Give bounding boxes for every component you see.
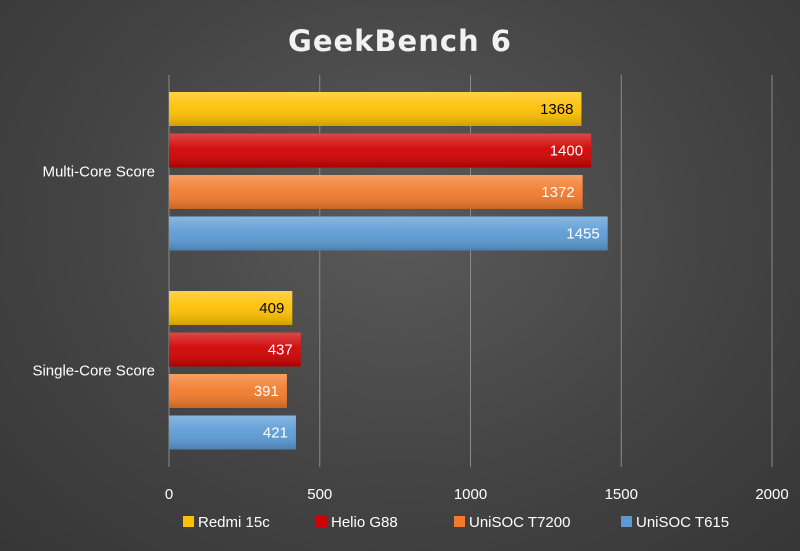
data-label: 437: [268, 342, 293, 359]
x-tick-label: 2000: [755, 486, 788, 503]
legend-label: UniSOC T615: [636, 514, 729, 531]
bar-shine: [169, 133, 592, 168]
legend-label: Helio G88: [331, 514, 398, 531]
category-label: Single-Core Score: [32, 362, 155, 379]
legend-swatch: [621, 516, 632, 527]
x-tick-label: 1000: [454, 486, 487, 503]
legend-label: UniSOC T7200: [469, 514, 570, 531]
x-tick-label: 0: [165, 486, 173, 503]
data-label: 1455: [566, 226, 599, 243]
data-label: 421: [263, 425, 288, 442]
legend-label: Redmi 15c: [198, 514, 270, 531]
chart-title: GeekBench 6: [288, 24, 512, 58]
legend-swatch: [454, 516, 465, 527]
bar-shine: [169, 216, 608, 251]
bar-shine: [169, 415, 296, 450]
data-label: 1400: [550, 143, 583, 160]
bar-shine: [169, 291, 293, 325]
data-label: 391: [254, 383, 279, 400]
bars: 1368 1400 1372 1455 409 437 391 421: [169, 92, 608, 450]
bar-shine: [169, 332, 301, 367]
category-label: Multi-Core Score: [42, 163, 155, 180]
legend: Redmi 15c Helio G88 UniSOC T7200 UniSOC T61…: [183, 514, 729, 531]
x-tick-label: 1500: [605, 486, 638, 503]
x-tick-label: 500: [307, 486, 332, 503]
bar-shine: [169, 175, 583, 209]
bar-shine: [169, 374, 287, 408]
data-label: 1368: [540, 101, 573, 118]
legend-swatch: [183, 516, 194, 527]
data-label: 1372: [541, 184, 574, 201]
legend-swatch: [316, 516, 327, 527]
data-label: 409: [259, 300, 284, 317]
bar-shine: [169, 92, 582, 126]
axes: 0 500 1000 1500 2000 Multi-Core Score Single-C…: [32, 163, 788, 503]
